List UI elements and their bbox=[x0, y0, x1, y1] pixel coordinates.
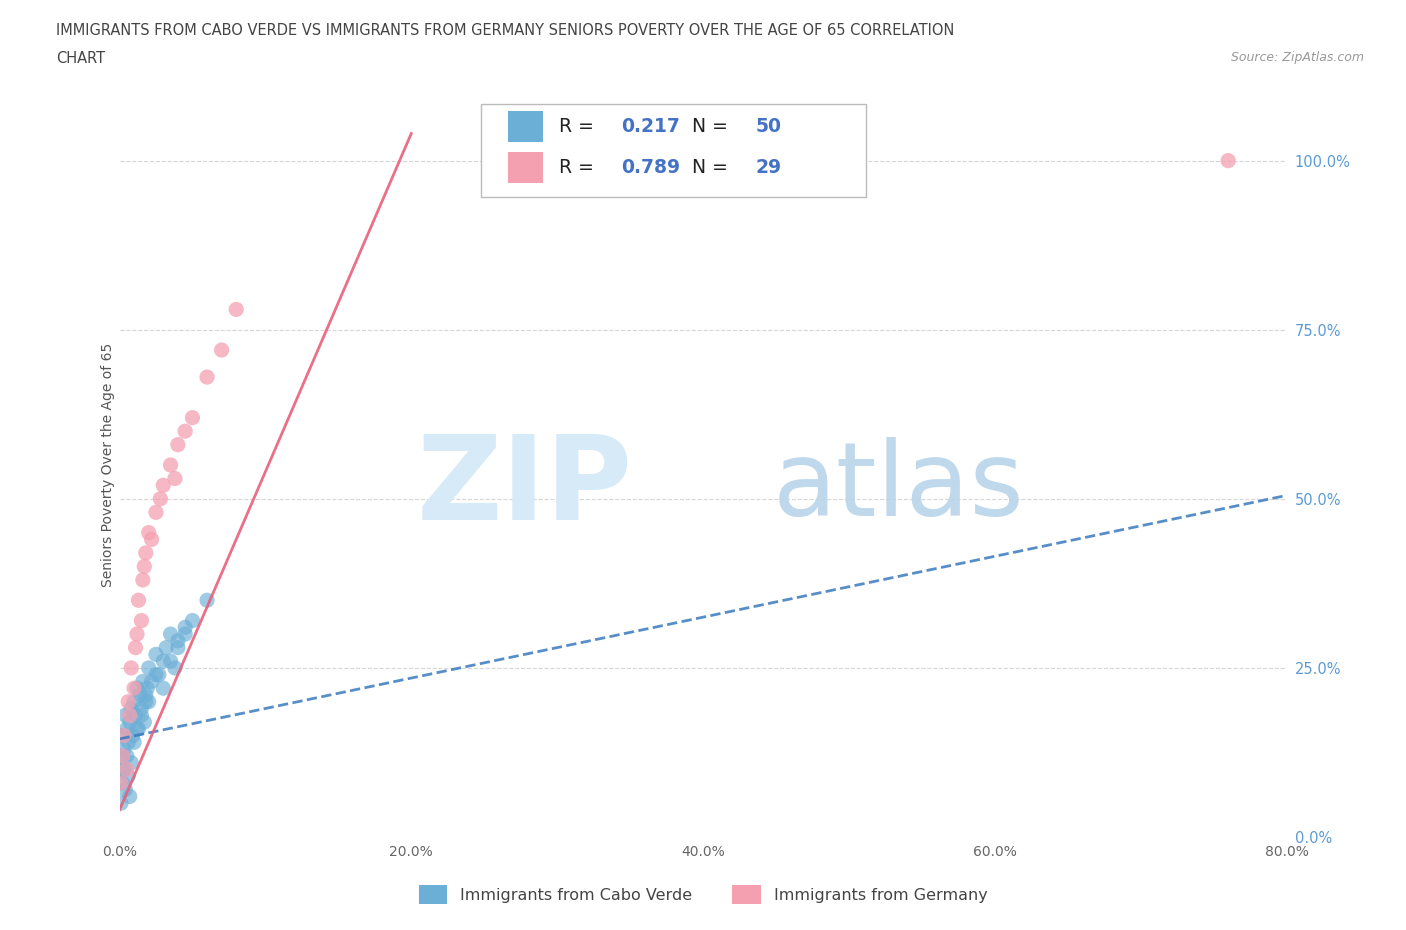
Point bbox=[112, 762, 135, 777]
Point bbox=[163, 660, 186, 675]
Point bbox=[120, 660, 142, 675]
Point bbox=[132, 573, 155, 588]
Point bbox=[134, 714, 156, 729]
Point bbox=[166, 633, 188, 648]
Point bbox=[211, 342, 233, 357]
Point bbox=[174, 627, 197, 642]
Point bbox=[110, 749, 132, 764]
Point bbox=[166, 640, 188, 655]
Point bbox=[138, 525, 160, 540]
Point bbox=[149, 491, 172, 506]
Point bbox=[125, 722, 148, 737]
Point bbox=[111, 749, 134, 764]
Point bbox=[131, 701, 153, 716]
Point bbox=[120, 701, 142, 716]
Point bbox=[118, 708, 141, 723]
Point bbox=[114, 782, 136, 797]
Text: IMMIGRANTS FROM CABO VERDE VS IMMIGRANTS FROM GERMANY SENIORS POVERTY OVER THE A: IMMIGRANTS FROM CABO VERDE VS IMMIGRANTS… bbox=[56, 23, 955, 38]
Point bbox=[159, 654, 181, 669]
Point bbox=[145, 505, 167, 520]
Point bbox=[159, 627, 181, 642]
Point bbox=[135, 546, 157, 561]
Point bbox=[195, 369, 218, 384]
Point bbox=[174, 424, 197, 439]
Point bbox=[110, 776, 132, 790]
Point bbox=[110, 796, 132, 811]
Point bbox=[115, 749, 138, 764]
Text: atlas: atlas bbox=[773, 437, 1025, 538]
Point bbox=[152, 681, 174, 696]
Point bbox=[145, 647, 167, 662]
Text: 50: 50 bbox=[755, 117, 782, 136]
Y-axis label: Seniors Poverty Over the Age of 65: Seniors Poverty Over the Age of 65 bbox=[101, 343, 115, 587]
Point bbox=[195, 592, 218, 607]
Point bbox=[117, 769, 139, 784]
Point bbox=[135, 687, 157, 702]
Point bbox=[112, 741, 135, 756]
Point bbox=[129, 687, 152, 702]
FancyBboxPatch shape bbox=[508, 152, 543, 183]
Point bbox=[141, 532, 163, 547]
FancyBboxPatch shape bbox=[508, 111, 543, 142]
Point bbox=[138, 695, 160, 710]
Text: 0.217: 0.217 bbox=[621, 117, 681, 136]
Point bbox=[131, 613, 153, 628]
Text: N =: N = bbox=[679, 117, 734, 136]
Point bbox=[118, 714, 141, 729]
Text: 29: 29 bbox=[755, 158, 782, 177]
Point bbox=[225, 302, 247, 317]
Point bbox=[125, 681, 148, 696]
Point bbox=[114, 708, 136, 723]
Point bbox=[115, 762, 138, 777]
Point bbox=[159, 458, 181, 472]
Point bbox=[138, 660, 160, 675]
Point bbox=[155, 640, 177, 655]
Text: ZIP: ZIP bbox=[418, 430, 633, 545]
Point bbox=[117, 695, 139, 710]
Legend: Immigrants from Cabo Verde, Immigrants from Germany: Immigrants from Cabo Verde, Immigrants f… bbox=[412, 879, 994, 910]
Point bbox=[112, 728, 135, 743]
Point bbox=[125, 627, 148, 642]
Point bbox=[120, 755, 142, 770]
Point bbox=[152, 478, 174, 493]
Point bbox=[122, 735, 145, 750]
Point bbox=[1216, 153, 1240, 168]
Point bbox=[174, 620, 197, 635]
Text: R =: R = bbox=[560, 158, 600, 177]
Point bbox=[127, 722, 149, 737]
FancyBboxPatch shape bbox=[481, 104, 866, 197]
Point bbox=[124, 640, 146, 655]
Point bbox=[152, 654, 174, 669]
Text: Source: ZipAtlas.com: Source: ZipAtlas.com bbox=[1230, 51, 1364, 64]
Point bbox=[111, 728, 134, 743]
Point bbox=[148, 667, 170, 682]
Point bbox=[131, 708, 153, 723]
Text: N =: N = bbox=[679, 158, 734, 177]
Point bbox=[122, 695, 145, 710]
Point bbox=[135, 695, 157, 710]
Point bbox=[115, 722, 138, 737]
Text: 0.789: 0.789 bbox=[621, 158, 681, 177]
Text: R =: R = bbox=[560, 117, 600, 136]
Point bbox=[122, 681, 145, 696]
Point bbox=[121, 728, 143, 743]
Point bbox=[117, 735, 139, 750]
Point bbox=[111, 776, 134, 790]
Text: CHART: CHART bbox=[56, 51, 105, 66]
Point bbox=[127, 592, 149, 607]
Point bbox=[136, 681, 159, 696]
Point bbox=[181, 410, 204, 425]
Point bbox=[110, 762, 132, 777]
Point bbox=[166, 437, 188, 452]
Point bbox=[181, 613, 204, 628]
Point bbox=[145, 667, 167, 682]
Point bbox=[141, 674, 163, 689]
Point bbox=[132, 674, 155, 689]
Point bbox=[163, 472, 186, 486]
Point bbox=[134, 559, 156, 574]
Point bbox=[118, 789, 141, 804]
Point bbox=[124, 708, 146, 723]
